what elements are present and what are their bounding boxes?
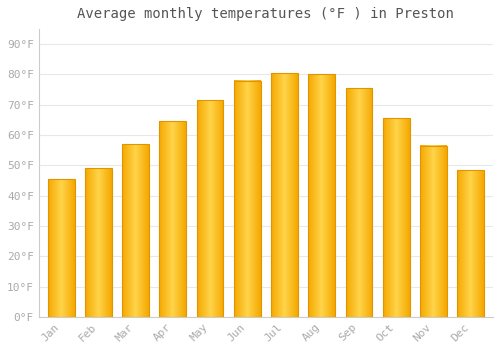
Bar xyxy=(383,118,409,317)
Bar xyxy=(160,121,186,317)
Bar xyxy=(234,80,260,317)
Title: Average monthly temperatures (°F ) in Preston: Average monthly temperatures (°F ) in Pr… xyxy=(78,7,454,21)
Bar xyxy=(85,168,112,317)
Bar xyxy=(458,170,484,317)
Bar xyxy=(271,73,298,317)
Bar xyxy=(346,88,372,317)
Bar xyxy=(196,100,224,317)
Bar xyxy=(420,146,447,317)
Bar xyxy=(308,75,335,317)
Bar xyxy=(122,144,149,317)
Bar xyxy=(48,179,74,317)
